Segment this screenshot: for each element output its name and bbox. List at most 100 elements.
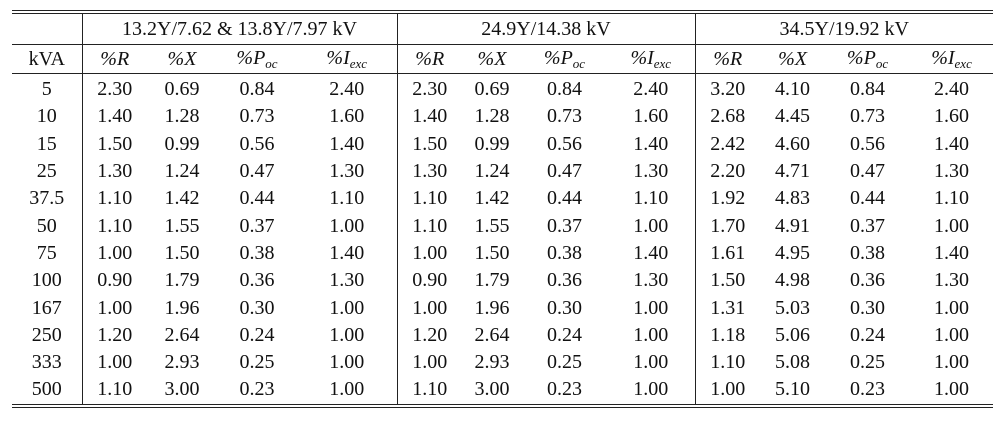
value-cell: 0.30: [547, 296, 582, 319]
value-cell: 1.10: [694, 348, 761, 377]
value-cell: 1.50: [694, 267, 761, 295]
value-cell: 1.00: [329, 351, 365, 374]
value-cell: 1.00: [329, 296, 365, 319]
table-row: 500 1.10 3.00 0.23 1.00 1.10 3.00 0.23 1.00 1.00 5…: [12, 376, 994, 408]
header-subscript: exc: [653, 55, 672, 71]
value-cell: 1.00: [694, 376, 761, 408]
value-cell: 4.71: [775, 160, 811, 183]
value-cell: 4.91: [775, 214, 811, 237]
table-row: 15 1.50 0.99 0.56 1.40 1.50 0.99 0.56 1.40 2.42 4.…: [12, 130, 993, 158]
value-cell: 1.00: [81, 294, 147, 322]
value-cell: 0.36: [547, 269, 582, 292]
group-header: 34.5Y/19.92 kV: [694, 12, 994, 45]
kva-cell: 25: [36, 160, 57, 183]
kva-cell: 75: [36, 241, 57, 264]
value-cell: 1.40: [934, 241, 970, 264]
value-cell: 1.00: [81, 239, 147, 268]
header-text: %R: [415, 47, 445, 70]
value-cell: 4.98: [775, 269, 811, 292]
value-cell: 0.47: [547, 160, 582, 183]
value-cell: 1.60: [633, 105, 669, 128]
value-cell: 5.08: [775, 351, 811, 374]
value-cell: 1.24: [474, 160, 510, 183]
value-cell: 2.64: [474, 323, 510, 346]
value-cell: 1.00: [934, 323, 970, 346]
header-text: %X: [167, 47, 197, 70]
group-header-row: 13.2Y/7.62 & 13.8Y/7.97 kV 24.9Y/14.38 kV…: [12, 12, 994, 45]
table-row: 100 0.90 1.79 0.36 1.30 0.90 1.79 0.36 1.30 1.50 4…: [12, 267, 993, 295]
header-text: %I: [326, 46, 350, 69]
table-row: 250 1.20 2.64 0.24 1.00 1.20 2.64 0.24 1.00 1.18 5…: [12, 321, 993, 349]
kva-cell: 5: [41, 78, 52, 101]
value-cell: 4.45: [775, 105, 811, 128]
value-cell: 1.40: [633, 241, 669, 264]
value-cell: 0.99: [164, 132, 200, 155]
column-header: %Poc: [825, 44, 911, 74]
value-cell: 1.00: [396, 294, 462, 322]
value-cell: 1.60: [934, 105, 970, 128]
table-body: 5 2.30 0.69 0.84 2.40 2.30 0.69 0.84 2.40 3.20 4.1…: [12, 73, 994, 408]
value-cell: 1.42: [474, 187, 510, 210]
value-cell: 1.00: [633, 296, 669, 319]
value-cell: 1.00: [297, 376, 397, 408]
value-cell: 1.10: [396, 185, 462, 213]
value-cell: 1.00: [396, 239, 462, 268]
value-cell: 1.50: [396, 130, 462, 158]
value-cell: 0.25: [239, 351, 275, 374]
value-cell: 0.23: [522, 376, 607, 408]
header-text: %P: [846, 46, 876, 69]
column-header: %X: [462, 44, 522, 74]
value-cell: 0.69: [474, 78, 510, 101]
value-cell: 0.38: [547, 241, 582, 264]
value-cell: 1.30: [934, 160, 970, 183]
value-cell: 0.38: [239, 241, 275, 264]
column-header: %X: [760, 44, 826, 74]
value-cell: 5.10: [760, 376, 826, 408]
value-cell: 1.10: [396, 376, 462, 408]
value-cell: 0.99: [474, 132, 510, 155]
value-cell: 5.03: [775, 296, 811, 319]
value-cell: 2.93: [164, 351, 200, 374]
value-cell: 2.42: [694, 130, 761, 158]
value-cell: 0.24: [239, 323, 275, 346]
data-table: 13.2Y/7.62 & 13.8Y/7.97 kV 24.9Y/14.38 kV…: [12, 10, 994, 408]
value-cell: 1.10: [396, 212, 462, 240]
value-cell: 1.00: [607, 376, 696, 408]
value-cell: 1.50: [474, 241, 510, 264]
value-cell: 1.10: [934, 187, 970, 210]
value-cell: 1.40: [633, 132, 669, 155]
column-header: %Iexc: [297, 44, 397, 74]
value-cell: 1.40: [934, 132, 970, 155]
value-cell: 1.28: [474, 105, 510, 128]
value-cell: 1.40: [329, 132, 365, 155]
value-cell: 2.93: [474, 351, 510, 374]
value-cell: 2.30: [396, 73, 462, 104]
kva-cell: 100: [31, 269, 62, 292]
value-cell: 0.44: [850, 187, 886, 210]
value-cell: 1.92: [694, 185, 761, 213]
value-cell: 4.60: [775, 132, 811, 155]
value-cell: 1.55: [164, 214, 200, 237]
column-header: %R: [694, 44, 761, 74]
value-cell: 1.55: [474, 214, 510, 237]
value-cell: 0.37: [850, 214, 886, 237]
value-cell: 1.00: [329, 214, 365, 237]
value-cell: 0.56: [239, 132, 275, 155]
value-cell: 1.31: [694, 294, 761, 322]
value-cell: 1.30: [329, 160, 365, 183]
column-header: %Poc: [217, 44, 297, 74]
value-cell: 0.24: [547, 323, 582, 346]
value-cell: 0.37: [239, 214, 275, 237]
value-cell: 2.20: [694, 157, 761, 186]
value-cell: 1.10: [81, 212, 147, 240]
header-text: %R: [100, 47, 130, 70]
kva-cell: 167: [31, 296, 62, 319]
value-cell: 1.70: [694, 212, 761, 240]
value-cell: 1.61: [694, 239, 761, 268]
column-header: kVA: [12, 44, 82, 74]
value-cell: 1.79: [164, 269, 200, 292]
kva-cell: 500: [12, 376, 82, 408]
value-cell: 0.38: [850, 241, 886, 264]
header-text: %X: [778, 47, 807, 70]
value-cell: 3.00: [462, 376, 522, 408]
